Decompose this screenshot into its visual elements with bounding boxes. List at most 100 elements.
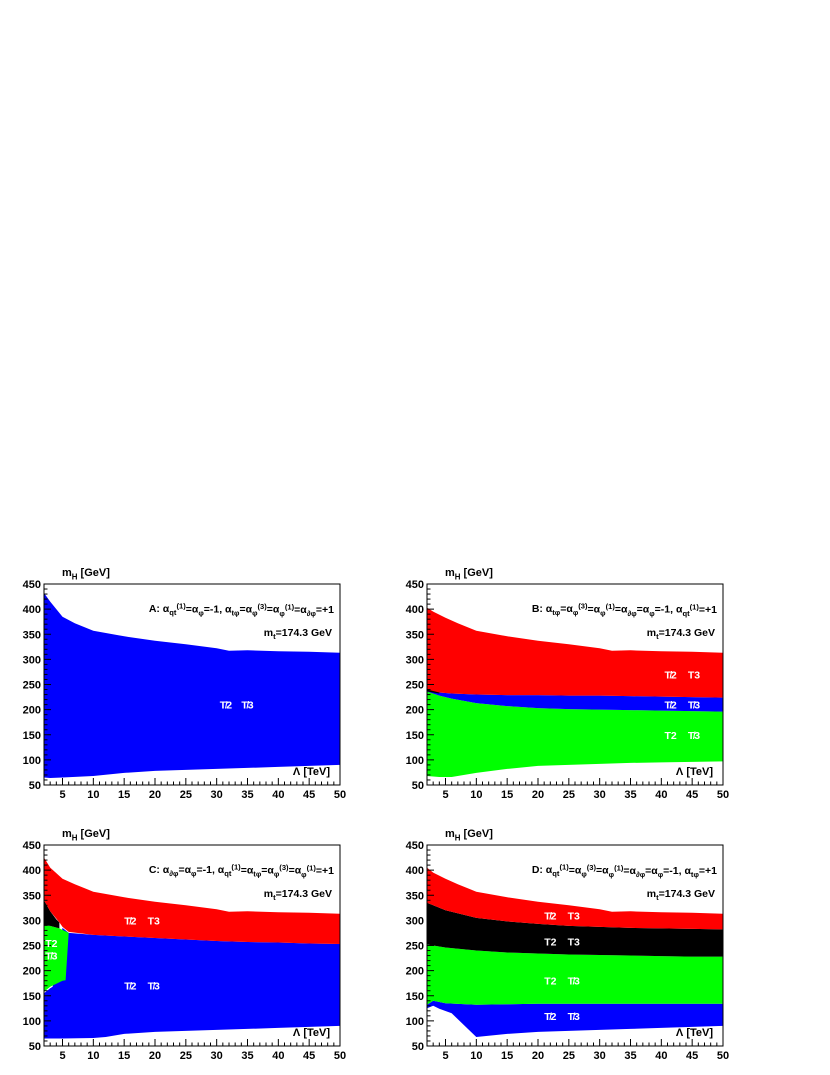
y-tick-label: 200	[406, 966, 424, 978]
region-label: T3	[568, 936, 580, 948]
x-tick-label: 30	[211, 789, 223, 801]
y-tick-label: 300	[23, 915, 41, 927]
x-tick-label: 30	[211, 1050, 223, 1062]
x-tick-label: 50	[334, 1050, 346, 1062]
region-label: T̸3	[688, 730, 700, 742]
x-tick-label: 20	[532, 789, 544, 801]
mass-note: mt=174.3 GeV	[264, 627, 332, 641]
y-axis-label: mH [GeV]	[62, 828, 110, 842]
y-tick-label: 100	[406, 755, 424, 767]
x-tick-label: 5	[59, 1050, 65, 1062]
region-label: T̸3	[45, 951, 57, 963]
x-tick-label: 5	[442, 1050, 448, 1062]
x-tick-label: 25	[563, 789, 575, 801]
x-tick-label: 50	[334, 789, 346, 801]
region-blue	[427, 689, 723, 712]
region-label: T̸3	[568, 1011, 580, 1023]
x-axis-label: Λ [TeV]	[676, 766, 713, 778]
y-tick-label: 450	[23, 840, 41, 852]
x-tick-label: 5	[59, 789, 65, 801]
region-label: T̸2	[544, 910, 556, 922]
y-tick-label: 300	[23, 654, 41, 666]
y-tick-label: 200	[23, 966, 41, 978]
region-label: T̸2	[124, 981, 136, 993]
x-axis-label: Λ [TeV]	[676, 1027, 713, 1039]
x-tick-label: 25	[563, 1050, 575, 1062]
x-tick-label: 35	[624, 1050, 636, 1062]
x-tick-label: 35	[624, 789, 636, 801]
region-label: T3	[688, 669, 700, 681]
y-tick-label: 400	[23, 604, 41, 616]
y-axis-label: mH [GeV]	[445, 828, 493, 842]
region-label: T̸3	[568, 976, 580, 988]
region-label: T3	[148, 915, 160, 927]
y-tick-label: 350	[406, 890, 424, 902]
y-axis-label: mH [GeV]	[62, 567, 110, 581]
x-tick-label: 25	[180, 1050, 192, 1062]
x-tick-label: 20	[149, 789, 161, 801]
y-tick-label: 150	[23, 991, 41, 1003]
region-label: T3	[568, 910, 580, 922]
y-tick-label: 300	[406, 654, 424, 666]
region-red	[427, 607, 723, 698]
y-tick-label: 150	[406, 991, 424, 1003]
y-tick-label: 350	[406, 629, 424, 641]
chart-title: B: αtφ=αφ(3)=αφ(1)=α∂φ=αφ=-1, αqt(1)=+1	[532, 602, 717, 618]
x-tick-label: 15	[501, 789, 513, 801]
region-label: T̸2	[544, 1011, 556, 1023]
y-tick-label: 300	[406, 915, 424, 927]
y-tick-label: 150	[406, 730, 424, 742]
x-tick-label: 15	[501, 1050, 513, 1062]
chart-title: D: αqt(1)=αφ(3)=αφ(1)=α∂φ=αφ=-1, αtφ=+1	[532, 863, 717, 879]
x-tick-label: 30	[594, 789, 606, 801]
x-tick-label: 50	[717, 1050, 729, 1062]
region-blue	[44, 980, 63, 1039]
mass-note: mt=174.3 GeV	[264, 888, 332, 902]
panel-A: 5 10 15 20 25 30 35 40 45 50 50 100 150 200 250 300 350 4…	[23, 567, 346, 801]
x-tick-label: 40	[655, 789, 667, 801]
region-blue	[44, 593, 340, 778]
y-tick-label: 250	[406, 941, 424, 953]
x-tick-label: 35	[241, 789, 253, 801]
x-tick-label: 45	[686, 789, 698, 801]
x-tick-label: 10	[87, 789, 99, 801]
x-axis-label: Λ [TeV]	[293, 766, 330, 778]
region-label: T̸2	[664, 700, 676, 712]
x-tick-label: 20	[532, 1050, 544, 1062]
region-blue	[44, 927, 340, 1039]
x-tick-label: 10	[470, 1050, 482, 1062]
y-tick-label: 400	[406, 865, 424, 877]
y-tick-label: 450	[406, 840, 424, 852]
y-tick-label: 350	[23, 890, 41, 902]
y-tick-label: 450	[406, 579, 424, 591]
x-tick-label: 20	[149, 1050, 161, 1062]
x-tick-label: 30	[594, 1050, 606, 1062]
region-label: T̸3	[241, 700, 253, 712]
region-label: T̸2	[220, 700, 232, 712]
region-label: T̸2	[124, 915, 136, 927]
x-tick-label: 45	[303, 1050, 315, 1062]
y-tick-label: 250	[406, 680, 424, 692]
region-label: T̸3	[148, 981, 160, 993]
region-label: T2	[45, 938, 57, 950]
x-tick-label: 45	[686, 1050, 698, 1062]
y-tick-label: 50	[29, 780, 41, 792]
y-tick-label: 200	[23, 705, 41, 717]
panel-D: 5 10 15 20 25 30 35 40 45 50 50 100 150 200 250 300 350 4…	[406, 828, 729, 1062]
x-tick-label: 40	[272, 1050, 284, 1062]
y-tick-label: 100	[406, 1016, 424, 1028]
region-label: T̸2	[664, 669, 676, 681]
x-tick-label: 35	[241, 1050, 253, 1062]
x-tick-label: 15	[118, 1050, 130, 1062]
x-tick-label: 40	[655, 1050, 667, 1062]
x-axis-label: Λ [TeV]	[293, 1027, 330, 1039]
y-axis-label: mH [GeV]	[445, 567, 493, 581]
mass-note: mt=174.3 GeV	[647, 888, 715, 902]
region-green	[427, 691, 723, 777]
y-tick-label: 250	[23, 680, 41, 692]
region-label: T̸3	[688, 700, 700, 712]
y-tick-label: 450	[23, 579, 41, 591]
region-black	[427, 902, 723, 957]
region-label: T2	[664, 730, 676, 742]
